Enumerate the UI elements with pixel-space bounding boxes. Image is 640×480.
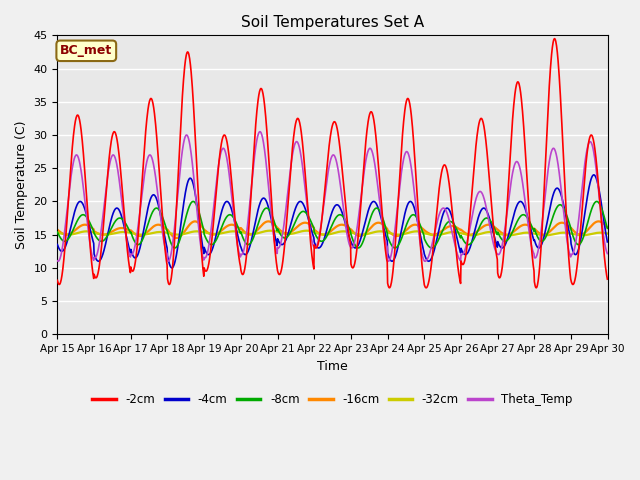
Text: BC_met: BC_met [60, 44, 113, 57]
X-axis label: Time: Time [317, 360, 348, 372]
Y-axis label: Soil Temperature (C): Soil Temperature (C) [15, 120, 28, 249]
Legend: -2cm, -4cm, -8cm, -16cm, -32cm, Theta_Temp: -2cm, -4cm, -8cm, -16cm, -32cm, Theta_Te… [88, 388, 577, 410]
Title: Soil Temperatures Set A: Soil Temperatures Set A [241, 15, 424, 30]
